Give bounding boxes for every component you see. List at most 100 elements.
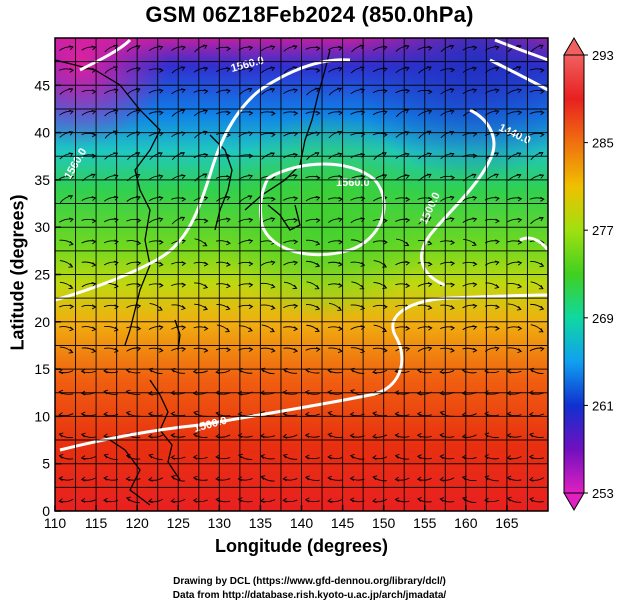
streamline-arrowhead (248, 217, 254, 223)
streamline-arrowhead (69, 174, 74, 180)
streamline-arrowhead (158, 196, 164, 201)
streamline-arrowhead (450, 305, 455, 310)
streamline-arrowhead (91, 348, 97, 354)
streamline-arrowhead (271, 196, 276, 202)
streamline-arrowhead (315, 347, 321, 352)
streamline-arrowhead (416, 411, 422, 417)
streamline-arrowhead (181, 196, 187, 202)
streamline-arrowhead (516, 306, 522, 311)
streamline-arrowhead (203, 195, 209, 201)
streamline-arrowhead (202, 44, 208, 50)
streamline-arrowhead (516, 66, 522, 71)
streamline-arrowhead (315, 218, 321, 223)
x-axis-label: Longitude (degrees) (214, 536, 388, 556)
streamline-arrowhead (170, 411, 176, 417)
streamline-arrowhead (327, 389, 332, 395)
streamline-arrowhead (91, 196, 97, 201)
streamline-arrowhead (237, 411, 243, 417)
streamline-arrowhead (270, 66, 276, 72)
streamline-arrowhead (360, 174, 366, 180)
streamline-arrowhead (215, 433, 220, 439)
streamline-arrowhead (540, 89, 545, 95)
streamline-arrowhead (192, 432, 198, 438)
streamline-arrowhead (439, 369, 445, 375)
streamline-arrowhead (271, 110, 276, 116)
streamline-arrowhead (113, 326, 119, 332)
streamline-arrowhead (315, 327, 320, 333)
streamline-arrowhead (494, 152, 500, 157)
streamline-arrowhead (495, 239, 500, 245)
colorbar-bottom-arrow (563, 492, 585, 511)
streamline-arrowhead (304, 411, 310, 417)
streamline-arrowhead (202, 242, 208, 247)
streamline-arrowhead (68, 195, 73, 200)
streamline-arrowhead (359, 44, 365, 50)
streamline-arrowhead (405, 217, 411, 223)
streamline-arrowhead (192, 454, 198, 460)
streamline-arrowhead (405, 325, 411, 331)
streamline-arrowhead (68, 284, 74, 290)
streamline-arrowhead (69, 217, 74, 223)
colorbar-label: 269 (592, 311, 614, 326)
streamline-arrowhead (372, 411, 377, 417)
streamline-arrowhead (383, 218, 388, 224)
y-axis-ticks: 0 5 10 15 20 25 30 35 40 45 (34, 77, 61, 519)
streamline-arrowhead (517, 348, 523, 354)
streamline-arrowhead (360, 262, 366, 267)
streamline-arrowhead (394, 497, 400, 503)
streamline-arrowhead (449, 217, 455, 222)
streamline-arrowhead (103, 433, 108, 439)
streamline-arrowhead (215, 476, 220, 482)
streamline-arrowhead (337, 306, 342, 311)
x-tick-label: 155 (413, 515, 437, 531)
streamline-arrowhead (382, 110, 388, 115)
streamline-arrowhead (404, 241, 410, 247)
streamline-arrowhead (226, 261, 231, 267)
streamline-arrowhead (113, 44, 119, 50)
streamline-arrowhead (461, 433, 467, 439)
streamline-arrowhead (91, 239, 97, 245)
streamline-arrowhead (484, 368, 489, 374)
streamline-arrowhead (382, 67, 388, 72)
streamline-arrowhead (203, 305, 208, 311)
y-tick-label: 25 (34, 267, 50, 283)
streamline-arrowhead (360, 217, 366, 223)
streamline-arrowhead (270, 260, 276, 266)
streamline-arrowhead (528, 411, 534, 417)
streamline-arrowhead (383, 239, 388, 245)
streamline-arrowhead (472, 66, 477, 72)
streamline-arrowhead (338, 174, 343, 180)
streamline-arrowhead (126, 496, 131, 502)
streamline-arrowhead (540, 67, 545, 73)
streamline-arrowhead (360, 305, 366, 311)
streamline-arrowhead (494, 88, 500, 94)
streamline-arrowhead (292, 45, 298, 50)
streamline-arrowhead (113, 109, 119, 115)
streamline-arrowhead (170, 498, 176, 504)
streamline-arrowhead (136, 303, 142, 309)
streamline-arrowhead (159, 239, 164, 245)
streamline-arrowhead (181, 305, 186, 311)
streamline-arrowhead (293, 88, 298, 94)
streamline-arrowhead (282, 411, 288, 417)
streamline-arrowhead (293, 260, 299, 266)
streamline-arrowhead (494, 260, 500, 266)
streamline-arrowhead (170, 454, 175, 460)
streamline-arrowhead (215, 454, 220, 460)
streamline-arrowhead (58, 498, 64, 504)
streamline-arrowhead (372, 433, 377, 439)
streamline-arrowhead (360, 325, 366, 330)
streamline-arrowhead (215, 497, 220, 503)
streamline-arrowhead (90, 173, 96, 179)
streamline-arrowhead (136, 240, 142, 246)
streamline-arrowhead (58, 453, 64, 459)
streamline-arrowhead (439, 390, 444, 396)
streamline-arrowhead (114, 217, 119, 223)
streamline-arrowhead (181, 282, 187, 288)
streamline-arrowhead (270, 283, 276, 289)
streamline-arrowhead (192, 475, 198, 481)
streamline-arrowhead (80, 498, 86, 503)
streamline-arrowhead (58, 432, 64, 438)
streamline-arrowhead (327, 498, 332, 504)
